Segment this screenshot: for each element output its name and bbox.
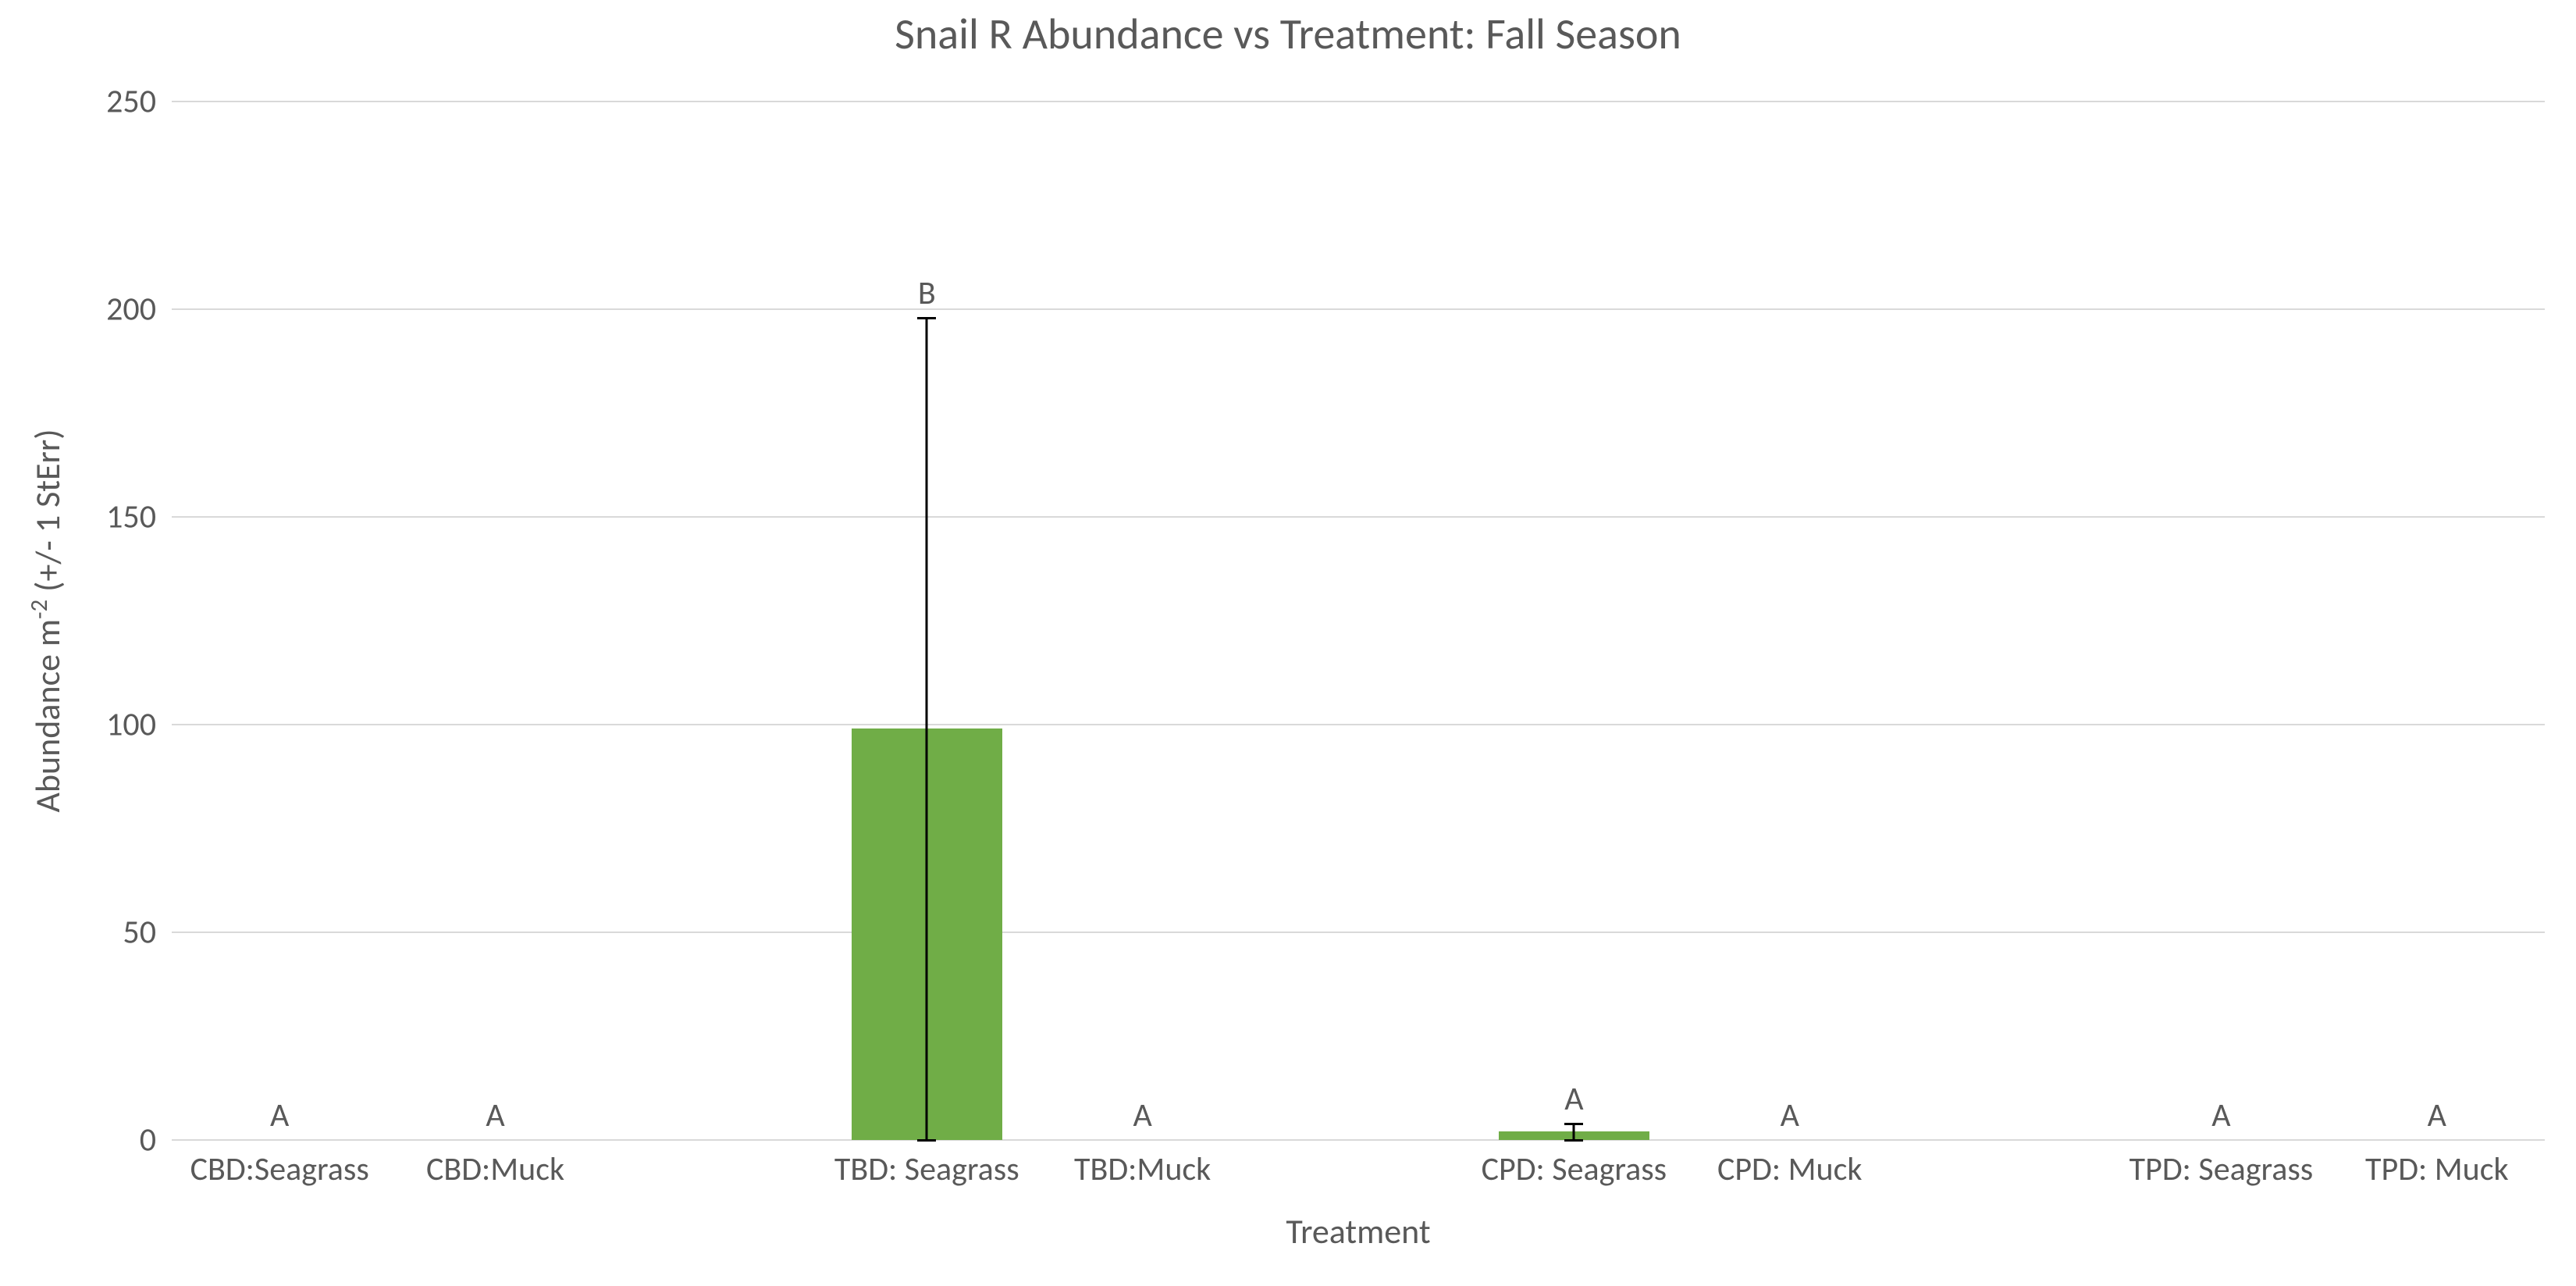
- significance-label: A: [270, 1095, 289, 1135]
- y-tick-label: 100: [106, 705, 156, 745]
- error-bar-line: [1573, 1124, 1575, 1140]
- significance-label: A: [1781, 1095, 1799, 1135]
- significance-label: A: [1564, 1079, 1583, 1119]
- chart-container: Snail R Abundance vs Treatment: Fall Sea…: [0, 0, 2576, 1286]
- gridline: [172, 101, 2545, 102]
- gridline: [172, 932, 2545, 933]
- significance-label: B: [918, 273, 936, 313]
- y-tick-label: 0: [140, 1120, 156, 1160]
- gridline: [172, 1139, 2545, 1141]
- significance-label: A: [1133, 1095, 1151, 1135]
- plot-area: 050100150200250ACBD:SeagrassACBD:MuckBTB…: [172, 102, 2545, 1140]
- chart-title: Snail R Abundance vs Treatment: Fall Sea…: [0, 8, 2576, 61]
- x-axis-title: Treatment: [1286, 1210, 1430, 1252]
- gridline: [172, 516, 2545, 518]
- category-label: TPD: Muck: [2365, 1149, 2509, 1189]
- y-tick-label: 50: [123, 913, 156, 953]
- y-axis-title: Abundance m-2 (+/- 1 StErr): [25, 429, 69, 812]
- y-tick-label: 200: [106, 290, 156, 330]
- significance-label: A: [486, 1095, 504, 1135]
- error-bar-line: [926, 318, 928, 1140]
- significance-label: A: [2211, 1095, 2230, 1135]
- category-label: CBD:Seagrass: [190, 1149, 369, 1189]
- y-tick-label: 250: [106, 82, 156, 122]
- error-bar-cap: [917, 1139, 936, 1142]
- error-bar-cap: [1564, 1123, 1583, 1125]
- gridline: [172, 308, 2545, 310]
- category-label: TPD: Seagrass: [2129, 1149, 2314, 1189]
- error-bar-cap: [1564, 1139, 1583, 1142]
- error-bar-cap: [917, 317, 936, 319]
- category-label: TBD: Seagrass: [834, 1149, 1019, 1189]
- gridline: [172, 724, 2545, 725]
- category-label: CPD: Seagrass: [1482, 1149, 1667, 1189]
- category-label: CPD: Muck: [1717, 1149, 1863, 1189]
- category-label: CBD:Muck: [426, 1149, 564, 1189]
- category-label: TBD:Muck: [1074, 1149, 1211, 1189]
- significance-label: A: [2428, 1095, 2446, 1135]
- y-tick-label: 150: [106, 497, 156, 537]
